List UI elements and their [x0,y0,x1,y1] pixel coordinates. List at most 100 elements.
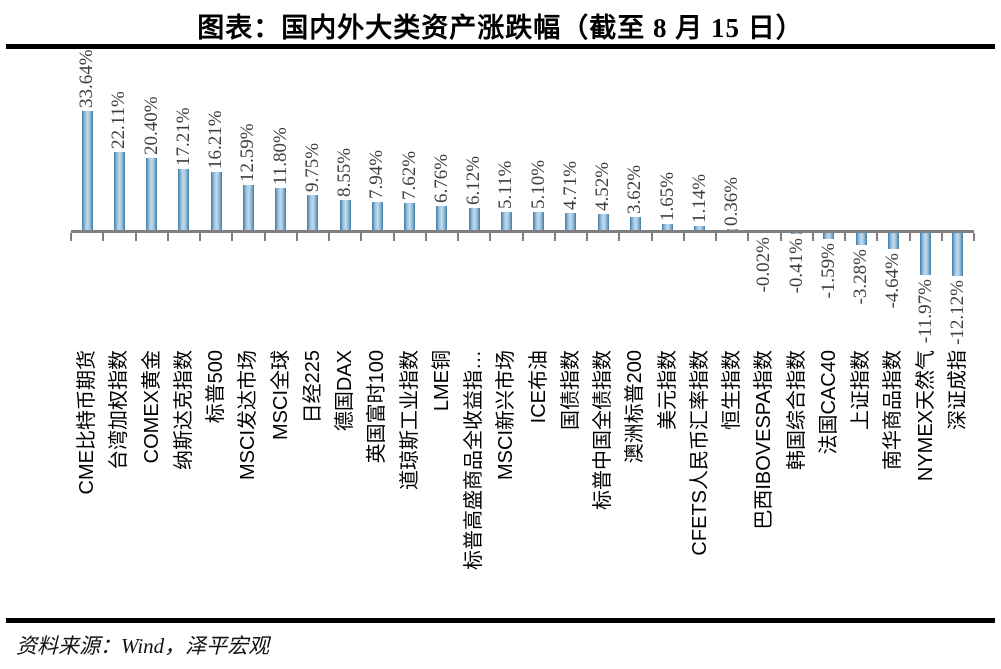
bar [694,225,706,230]
axis-tick [715,233,717,241]
value-label: -0.02% [753,237,775,293]
category-label: 国债指数 [559,350,582,430]
bar [113,151,125,230]
value-label: 8.55% [334,147,356,197]
value-label: 9.75% [301,143,323,193]
source-note: 资料来源：Wind，泽平宏观 [16,634,270,658]
axis-tick [392,233,395,241]
value-label: -0.41% [785,238,807,294]
value-label: 6.76% [430,153,452,203]
axis-tick [553,233,556,241]
category-label: 恒生指数 [721,350,744,430]
category-label: 日经225 [301,350,324,424]
axis-tick [586,233,588,241]
value-label: -3.28% [850,248,872,305]
bar [791,233,803,235]
bar [242,185,254,230]
axis-tick [844,233,846,241]
axis-tick [908,233,911,241]
value-label: 7.62% [398,150,420,200]
category-label: ICE布油 [527,350,550,424]
bar [436,206,448,230]
value-label: -4.64% [882,253,904,309]
category-label: NYMEX天然气 [914,350,937,482]
category-label: 英国富时100 [366,350,389,464]
axis-tick [682,233,685,241]
bar [629,217,641,230]
axis-tick [360,233,363,241]
category-label: 上证指数 [850,350,873,430]
bar [339,199,351,230]
category-label: 标普高盛商品全收益指… [463,350,486,570]
value-label: 6.12% [463,156,485,206]
bar [275,188,287,230]
bar [952,233,964,277]
value-label: 16.21% [205,110,227,170]
axis-tick [295,233,298,241]
value-label: 4.52% [592,161,614,211]
value-label: 0.36% [721,176,743,226]
axis-tick [102,233,105,241]
chart-title: 图表：国内外大类资产涨跌幅（截至 8 月 15 日） [197,13,804,43]
category-label: 纳斯达克指数 [172,350,195,470]
value-label: 1.14% [688,173,710,223]
bar [565,213,577,230]
bar [146,157,158,230]
category-label: 南华商品指数 [882,350,905,470]
category-label: MSCI新兴市场 [495,350,518,480]
axis-tick [166,233,169,241]
axis-tick [811,233,814,241]
axis-tick [876,233,879,241]
category-label: 澳洲标普200 [624,350,647,464]
bar [371,201,383,230]
axis-tick [747,233,750,241]
axis-tick [231,233,234,241]
category-label: CFETS人民币汇率指数 [688,350,711,556]
category-label: 巴西IBOVESPA指数 [753,350,776,530]
category-label: 法国CAC40 [817,350,840,455]
value-label: 22.11% [108,90,130,149]
category-label: LME铜 [430,350,453,412]
bar [726,228,738,230]
category-label: 德国DAX [334,350,357,432]
axis-tick [779,233,782,241]
axis-tick [940,233,943,241]
axis-tick [328,233,330,241]
bar [178,168,190,230]
value-label: 4.71% [559,161,581,211]
bar [855,233,867,245]
bar [920,233,932,276]
category-label: MSCI发达市场 [237,350,260,480]
category-label: CME比特币期货 [76,350,99,495]
bar [81,110,93,230]
value-label: 33.64% [76,48,98,108]
value-label: -12.12% [946,280,968,345]
value-label: 20.40% [140,96,162,155]
top-rule [6,44,995,49]
category-label: COMEX黄金 [140,350,163,464]
axis-tick [973,233,975,241]
bar [662,224,674,230]
bar [533,211,545,230]
axis-tick [424,233,427,241]
axis-tick [199,233,201,241]
bottom-rule [6,618,995,623]
axis-tick [489,233,492,241]
bar [823,233,835,239]
bar [887,233,899,250]
axis-tick [618,233,621,241]
category-label: 深证成指 [946,350,969,430]
value-label: 17.21% [172,107,194,166]
axis-tick [650,233,653,241]
value-label: 5.10% [527,159,549,209]
value-label: -11.97% [914,279,936,344]
axis-tick [521,233,524,241]
value-label: 12.59% [237,123,259,183]
category-label: 标普500 [205,350,228,424]
bar [307,195,319,230]
category-label: 韩国综合指数 [785,350,808,470]
value-label: 1.65% [656,172,678,222]
bar [597,213,609,230]
axis-tick [134,233,137,241]
category-label: 美元指数 [656,350,679,430]
